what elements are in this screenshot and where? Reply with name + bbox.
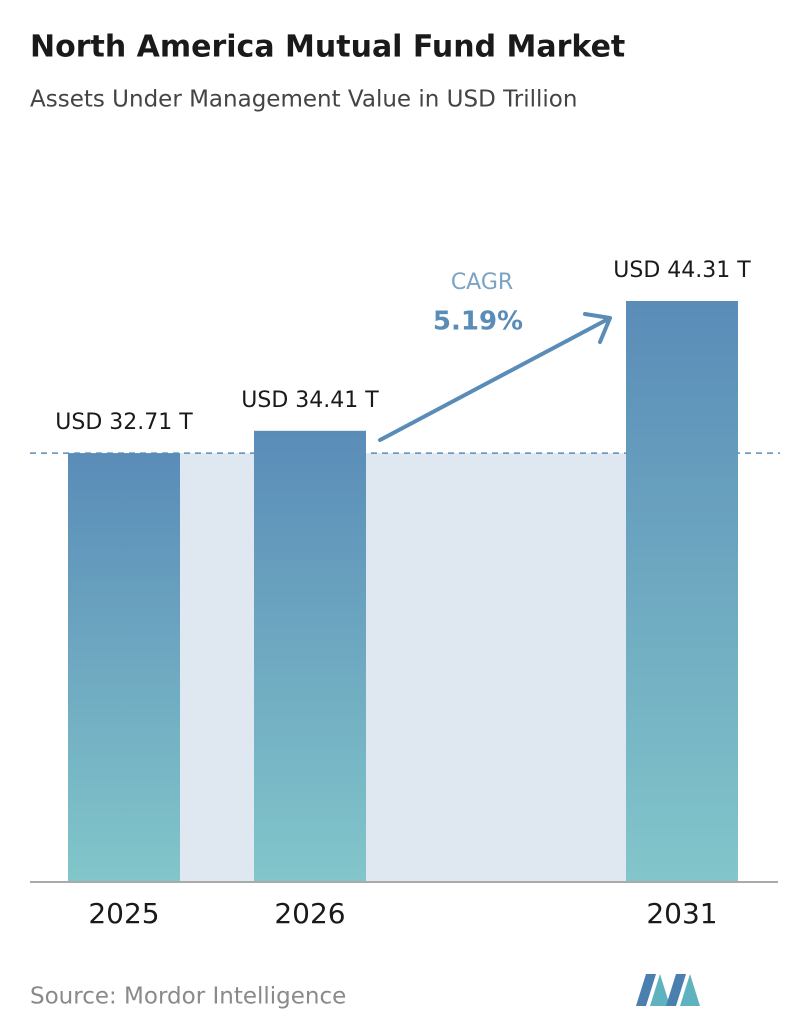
source: Source: Mordor Intelligence bbox=[30, 984, 346, 1010]
x-tick-label: 2025 bbox=[88, 897, 159, 930]
x-tick-label: 2026 bbox=[274, 897, 345, 930]
value-label: USD 32.71 T bbox=[55, 410, 193, 435]
logo bbox=[636, 974, 700, 1006]
bar bbox=[626, 301, 738, 882]
chart-title: North America Mutual Fund Market bbox=[30, 30, 625, 65]
x-tick-label: 2031 bbox=[646, 897, 717, 930]
value-label: USD 34.41 T bbox=[241, 388, 379, 413]
cagr-label: CAGR bbox=[451, 270, 513, 295]
chart-subtitle: Assets Under Management Value in USD Tri… bbox=[30, 87, 577, 113]
bar bbox=[68, 453, 180, 882]
cagr-value: 5.19% bbox=[433, 307, 523, 337]
cagr-arrow bbox=[378, 312, 612, 442]
bar bbox=[254, 430, 366, 882]
value-label: USD 44.31 T bbox=[613, 258, 751, 283]
